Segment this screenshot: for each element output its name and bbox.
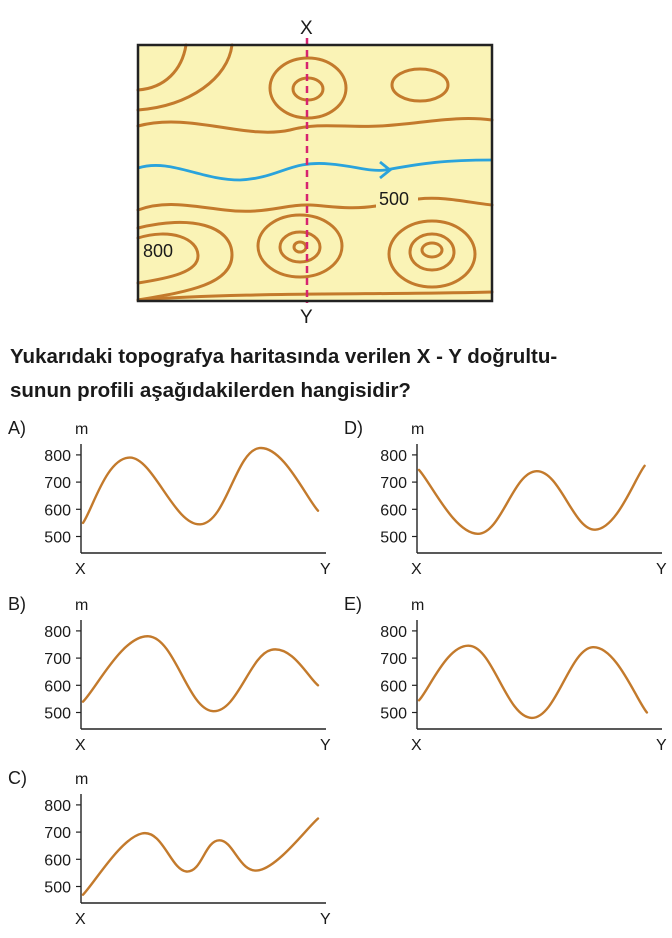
option-c-tick-label-500: 500 (44, 880, 71, 897)
option-e-tick-label-700: 700 (380, 651, 407, 668)
option-e-tick-label-500: 500 (380, 706, 407, 723)
question-text: Yukarıdaki topografya haritasında verile… (10, 340, 660, 408)
option-b-label: B) (8, 594, 26, 614)
option-c-tick-label-600: 600 (44, 852, 71, 869)
river-arrow-icon (379, 160, 393, 180)
contour-label-800: 800 (143, 241, 173, 261)
option-b-unit: m (75, 597, 88, 614)
option-d-profile-line (417, 464, 646, 536)
option-e[interactable]: E) m 800 700 600 500 X Y (344, 594, 672, 764)
option-d-tick-label-800: 800 (380, 448, 407, 465)
option-a-profile-line (81, 446, 320, 526)
option-a-x-end: Y (320, 561, 331, 578)
option-c-tick-label-700: 700 (44, 825, 71, 842)
option-a-tick-label-700: 700 (44, 475, 71, 492)
option-a-tick-label-800: 800 (44, 448, 71, 465)
contour-bottomright-inner (420, 241, 444, 259)
contour-topright-hill (390, 67, 450, 103)
option-d-x-start: X (411, 561, 422, 578)
contour-bottom-hill-middle (278, 230, 322, 264)
option-a-x-start: X (75, 561, 86, 578)
option-c-unit: m (75, 771, 88, 788)
map-frame (136, 43, 494, 303)
river (137, 158, 493, 182)
question-line-1: Yukarıdaki topografya haritasında verile… (10, 345, 558, 368)
topographic-map-svg: 500 800 X Y (136, 18, 494, 328)
option-b-profile-line (81, 635, 320, 713)
contour-topleft-middle (136, 43, 234, 112)
option-d-x-end: Y (656, 561, 667, 578)
option-c[interactable]: C) m 800 700 600 500 X Y (8, 768, 338, 938)
option-e-profile-line (417, 644, 649, 720)
option-e-tick-label-600: 600 (380, 678, 407, 695)
contour-bottomright-outer (387, 219, 477, 289)
contour-label-500: 500 (379, 189, 409, 209)
contour-lines (136, 43, 494, 302)
option-e-tick-label-800: 800 (380, 624, 407, 641)
option-c-x-end: Y (320, 911, 331, 928)
option-d[interactable]: D) m 800 700 600 500 X Y (344, 418, 672, 588)
option-c-tick-label-800: 800 (44, 798, 71, 815)
option-a-tick-label-500: 500 (44, 530, 71, 547)
option-b-tick-label-600: 600 (44, 678, 71, 695)
option-e-x-end: Y (656, 737, 667, 754)
contour-top-hill-outer (268, 56, 348, 120)
option-a[interactable]: A) m 800 700 600 500 X Y (8, 418, 338, 588)
contour-bottomleft-outer (136, 221, 234, 302)
contour-500-left (136, 203, 378, 213)
contour-label-500-bg (376, 186, 418, 210)
option-d-tick-label-600: 600 (380, 502, 407, 519)
option-c-profile-line (81, 817, 320, 896)
option-d-tick-label-500: 500 (380, 530, 407, 547)
option-e-x-start: X (411, 737, 422, 754)
contour-bottom-hill-outer (256, 213, 344, 279)
option-a-label: A) (8, 418, 26, 438)
option-a-tick-label-600: 600 (44, 502, 71, 519)
option-b-x-end: Y (320, 737, 331, 754)
option-e-unit: m (411, 597, 424, 614)
option-c-x-start: X (75, 911, 86, 928)
option-b-tick-label-500: 500 (44, 706, 71, 723)
option-b-tick-label-700: 700 (44, 651, 71, 668)
option-d-label: D) (344, 418, 363, 438)
option-a-unit: m (75, 421, 88, 438)
option-c-label: C) (8, 768, 27, 788)
contour-above-river (136, 117, 494, 134)
contour-bottomright-middle (408, 232, 456, 272)
option-b-x-start: X (75, 737, 86, 754)
contour-bottom-edge (136, 290, 494, 302)
option-d-unit: m (411, 421, 424, 438)
map-label-y: Y (300, 307, 313, 328)
option-d-tick-label-700: 700 (380, 475, 407, 492)
contour-topleft-outer (136, 43, 188, 92)
option-e-label: E) (344, 594, 362, 614)
contour-bottomleft-inner (136, 232, 200, 285)
option-b[interactable]: B) m 800 700 600 500 X Y (8, 594, 338, 764)
map-label-x: X (300, 18, 313, 39)
contour-500-right (416, 196, 494, 207)
option-b-tick-label-800: 800 (44, 624, 71, 641)
question-line-2: sunun profili aşağıdakilerden hangisidir… (10, 379, 411, 402)
topographic-map: 500 800 X Y (0, 0, 672, 330)
